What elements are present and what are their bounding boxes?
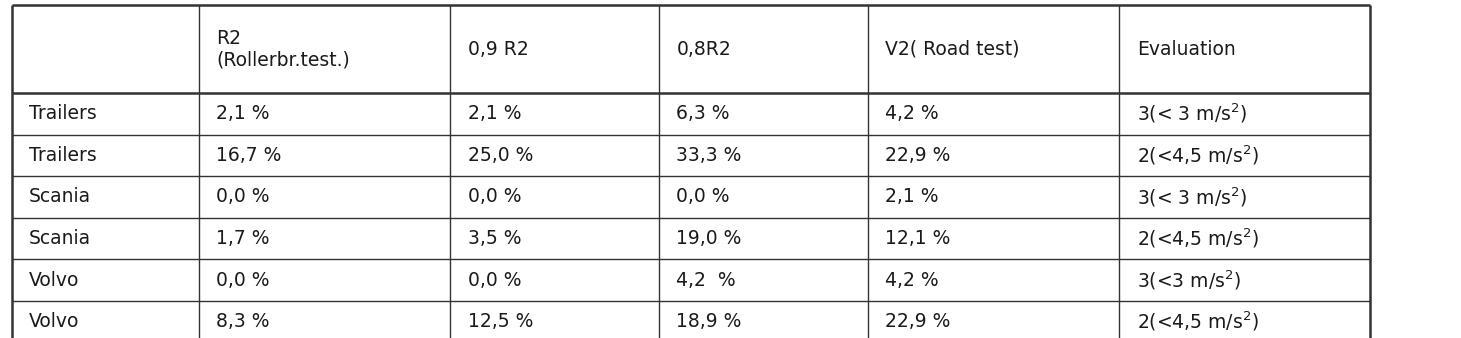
Text: V2( Road test): V2( Road test) [885, 40, 1020, 58]
Text: 18,9 %: 18,9 % [676, 312, 742, 331]
Text: R2
(Rollerbr.test.): R2 (Rollerbr.test.) [216, 28, 351, 70]
Text: 2,1 %: 2,1 % [885, 187, 939, 207]
Text: 8,3 %: 8,3 % [216, 312, 270, 331]
Text: Trailers: Trailers [29, 146, 96, 165]
Text: 0,0 %: 0,0 % [216, 270, 270, 290]
Text: 22,9 %: 22,9 % [885, 146, 951, 165]
Text: 16,7 %: 16,7 % [216, 146, 282, 165]
Text: 3,5 %: 3,5 % [468, 229, 522, 248]
Text: 2(<4,5 m/s$^2$): 2(<4,5 m/s$^2$) [1137, 310, 1258, 333]
Text: 1,7 %: 1,7 % [216, 229, 270, 248]
Text: Scania: Scania [29, 187, 92, 207]
Text: 4,2 %: 4,2 % [885, 104, 939, 123]
Text: 0,8R2: 0,8R2 [676, 40, 730, 58]
Text: 2(<4,5 m/s$^2$): 2(<4,5 m/s$^2$) [1137, 144, 1258, 167]
Text: 2,1 %: 2,1 % [468, 104, 522, 123]
Text: 3(<3 m/s$^2$): 3(<3 m/s$^2$) [1137, 268, 1240, 292]
Text: 3(< 3 m/s$^2$): 3(< 3 m/s$^2$) [1137, 185, 1246, 209]
Text: 0,0 %: 0,0 % [216, 187, 270, 207]
Text: 4,2 %: 4,2 % [885, 270, 939, 290]
Text: 2,1 %: 2,1 % [216, 104, 270, 123]
Text: 12,1 %: 12,1 % [885, 229, 951, 248]
Text: 0,9 R2: 0,9 R2 [468, 40, 529, 58]
Text: 3(< 3 m/s$^2$): 3(< 3 m/s$^2$) [1137, 102, 1246, 125]
Text: Trailers: Trailers [29, 104, 96, 123]
Text: 19,0 %: 19,0 % [676, 229, 742, 248]
Text: 12,5 %: 12,5 % [468, 312, 533, 331]
Text: 25,0 %: 25,0 % [468, 146, 533, 165]
Text: 0,0 %: 0,0 % [676, 187, 730, 207]
Text: Scania: Scania [29, 229, 92, 248]
Text: Volvo: Volvo [29, 270, 79, 290]
Text: 2(<4,5 m/s$^2$): 2(<4,5 m/s$^2$) [1137, 227, 1258, 250]
Text: 4,2  %: 4,2 % [676, 270, 736, 290]
Text: 6,3 %: 6,3 % [676, 104, 730, 123]
Text: 0,0 %: 0,0 % [468, 270, 522, 290]
Text: 22,9 %: 22,9 % [885, 312, 951, 331]
Text: 33,3 %: 33,3 % [676, 146, 742, 165]
Text: 0,0 %: 0,0 % [468, 187, 522, 207]
Text: Volvo: Volvo [29, 312, 79, 331]
Text: Evaluation: Evaluation [1137, 40, 1236, 58]
